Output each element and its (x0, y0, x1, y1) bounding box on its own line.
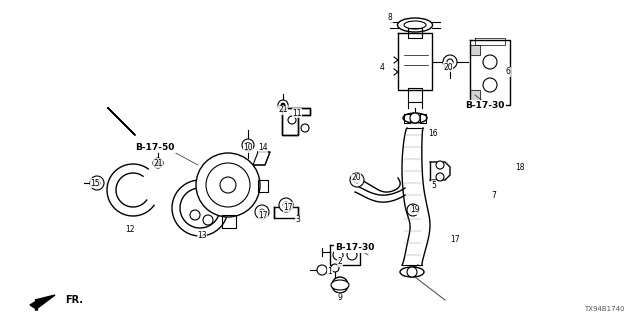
Polygon shape (253, 152, 270, 165)
Text: 20: 20 (443, 62, 453, 71)
Text: 6: 6 (506, 68, 511, 76)
Circle shape (443, 55, 457, 69)
Circle shape (288, 116, 296, 124)
Circle shape (436, 173, 444, 181)
Text: FR.: FR. (65, 295, 83, 305)
Text: 21: 21 (153, 158, 163, 167)
Circle shape (281, 103, 285, 107)
Polygon shape (30, 295, 55, 310)
Circle shape (279, 198, 293, 212)
Polygon shape (420, 114, 426, 123)
Circle shape (350, 173, 364, 187)
Text: B-17-50: B-17-50 (135, 143, 175, 153)
Circle shape (301, 124, 309, 132)
Ellipse shape (404, 21, 426, 29)
Circle shape (447, 59, 453, 65)
Circle shape (190, 210, 200, 220)
Polygon shape (408, 88, 422, 102)
Text: 17: 17 (450, 236, 460, 244)
Text: TX94B1740: TX94B1740 (584, 306, 625, 312)
Circle shape (242, 139, 254, 151)
Text: 9: 9 (337, 293, 342, 302)
Text: 4: 4 (380, 63, 385, 73)
Text: 3: 3 (296, 215, 300, 225)
Circle shape (255, 205, 269, 219)
Circle shape (153, 158, 163, 168)
Text: 11: 11 (292, 108, 301, 117)
Polygon shape (172, 180, 227, 236)
Circle shape (246, 142, 250, 148)
Polygon shape (470, 45, 480, 55)
Polygon shape (330, 245, 360, 265)
Circle shape (354, 177, 360, 183)
Ellipse shape (397, 18, 433, 32)
Circle shape (220, 177, 236, 193)
Ellipse shape (331, 280, 349, 290)
Text: 2: 2 (338, 258, 342, 267)
Polygon shape (470, 90, 480, 100)
Polygon shape (404, 114, 410, 123)
Text: 14: 14 (258, 143, 268, 153)
Polygon shape (258, 180, 268, 192)
Text: 20: 20 (351, 173, 361, 182)
Circle shape (332, 277, 348, 293)
Circle shape (90, 176, 104, 190)
Ellipse shape (400, 267, 424, 277)
Text: 21: 21 (278, 106, 288, 115)
Circle shape (196, 153, 260, 217)
Circle shape (206, 163, 250, 207)
Text: B-17-30: B-17-30 (465, 100, 505, 109)
Text: 19: 19 (410, 205, 420, 214)
Circle shape (278, 100, 288, 110)
Polygon shape (470, 40, 510, 105)
Polygon shape (222, 215, 236, 228)
Circle shape (259, 209, 265, 215)
Text: 15: 15 (90, 179, 100, 188)
Polygon shape (408, 28, 422, 38)
Circle shape (410, 207, 415, 212)
Circle shape (483, 55, 497, 69)
Polygon shape (107, 164, 154, 216)
Text: 10: 10 (243, 143, 253, 153)
Ellipse shape (403, 113, 427, 123)
Text: 12: 12 (125, 226, 135, 235)
Circle shape (483, 78, 497, 92)
Polygon shape (475, 38, 505, 45)
Circle shape (331, 264, 339, 272)
Text: 18: 18 (515, 163, 525, 172)
Text: 1: 1 (328, 268, 332, 276)
Circle shape (94, 180, 100, 186)
Circle shape (203, 215, 213, 225)
Circle shape (407, 267, 417, 277)
Circle shape (410, 113, 420, 123)
Polygon shape (274, 207, 298, 218)
Text: 5: 5 (431, 180, 436, 189)
Circle shape (283, 202, 289, 208)
Text: 17: 17 (283, 203, 293, 212)
Circle shape (436, 161, 444, 169)
Circle shape (407, 204, 419, 216)
Text: 13: 13 (197, 230, 207, 239)
Text: 7: 7 (492, 190, 497, 199)
Text: B-17-30: B-17-30 (335, 244, 374, 252)
Text: 8: 8 (388, 13, 392, 22)
Circle shape (317, 265, 327, 275)
Circle shape (156, 161, 160, 165)
Polygon shape (398, 33, 432, 90)
Text: 17: 17 (258, 211, 268, 220)
Text: 16: 16 (428, 129, 438, 138)
Circle shape (347, 250, 357, 260)
Circle shape (333, 250, 343, 260)
